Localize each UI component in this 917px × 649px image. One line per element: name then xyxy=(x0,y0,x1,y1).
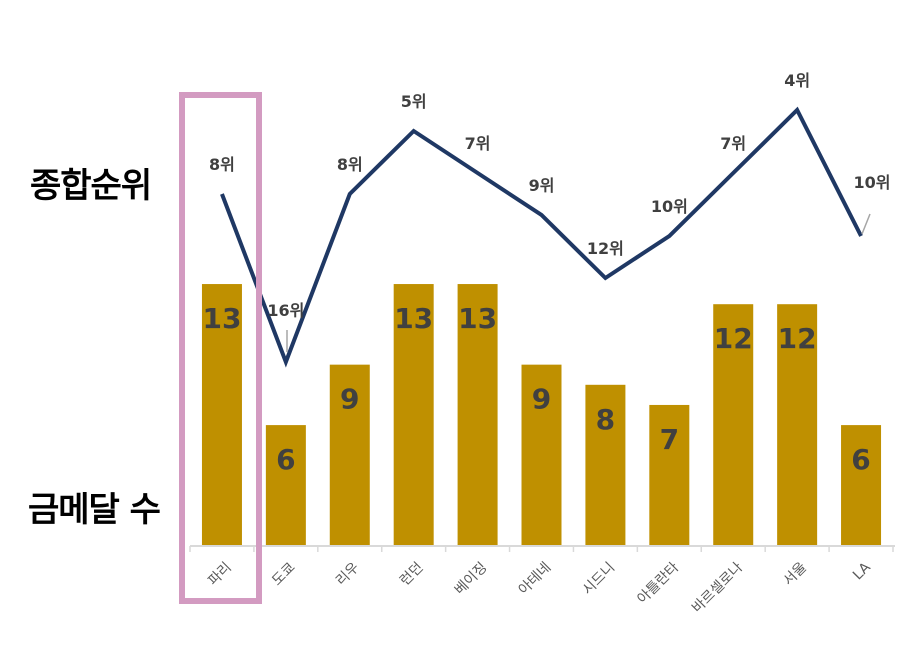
category-tick-label: 서울 xyxy=(780,559,810,589)
category-tick-label: 베이징 xyxy=(452,560,491,599)
category-tick-label: 바르셀로나 xyxy=(689,559,746,616)
medal-bar-label: 9 xyxy=(532,383,551,416)
medal-bar xyxy=(457,284,498,546)
rank-point-label: 16위 xyxy=(267,301,304,320)
rank-point-label: 12위 xyxy=(587,239,624,258)
medal-bar xyxy=(201,284,242,546)
medal-bar-label: 12 xyxy=(778,322,817,355)
label-leader-line xyxy=(861,213,871,235)
category-tick-label: 파리 xyxy=(205,560,235,590)
rank-point-label: 4위 xyxy=(784,71,810,90)
category-tick-label: LA xyxy=(850,559,874,583)
medal-axis-label: 금메달 수 xyxy=(28,490,161,530)
medal-bar xyxy=(521,364,562,546)
medal-bar-label: 13 xyxy=(458,302,497,335)
medal-bar xyxy=(841,425,882,546)
rank-point-label: 10위 xyxy=(651,197,688,216)
rank-point-label: 5위 xyxy=(401,92,427,111)
medal-bar xyxy=(329,364,370,546)
category-tick-label: 아테네 xyxy=(516,560,555,599)
medal-bar-label: 6 xyxy=(851,443,870,476)
medal-bar xyxy=(649,404,690,546)
category-tick-label: 도쿄 xyxy=(269,559,299,589)
rank-point-label: 8위 xyxy=(337,155,363,174)
medal-bar xyxy=(585,384,626,546)
category-tick-label: 리우 xyxy=(333,559,363,589)
medal-bar-label: 13 xyxy=(394,302,433,335)
medal-bar-label: 9 xyxy=(340,383,359,416)
medal-bar-label: 13 xyxy=(202,302,241,335)
rank-point-label: 10위 xyxy=(854,173,891,192)
category-tick-label: 런던 xyxy=(397,560,427,590)
rank-line xyxy=(220,106,863,368)
medal-bar xyxy=(777,304,818,546)
category-tick-label: 시드니 xyxy=(580,560,619,599)
rank-point-label: 7위 xyxy=(465,134,491,153)
medal-bar-label: 7 xyxy=(660,423,679,456)
medal-bar-label: 6 xyxy=(276,443,295,476)
rank-point-label: 7위 xyxy=(720,134,746,153)
medal-bar xyxy=(265,425,306,546)
medal-bar-label: 8 xyxy=(596,403,615,436)
medal-bar-label: 12 xyxy=(714,322,753,355)
medal-bar xyxy=(393,284,434,546)
rank-axis-label: 종합순위 xyxy=(30,166,152,206)
category-tick-label: 아틀란타 xyxy=(634,559,682,607)
medal-bar xyxy=(713,304,754,546)
rank-point-label: 9위 xyxy=(529,176,555,195)
rank-point-label: 8위 xyxy=(209,155,235,174)
